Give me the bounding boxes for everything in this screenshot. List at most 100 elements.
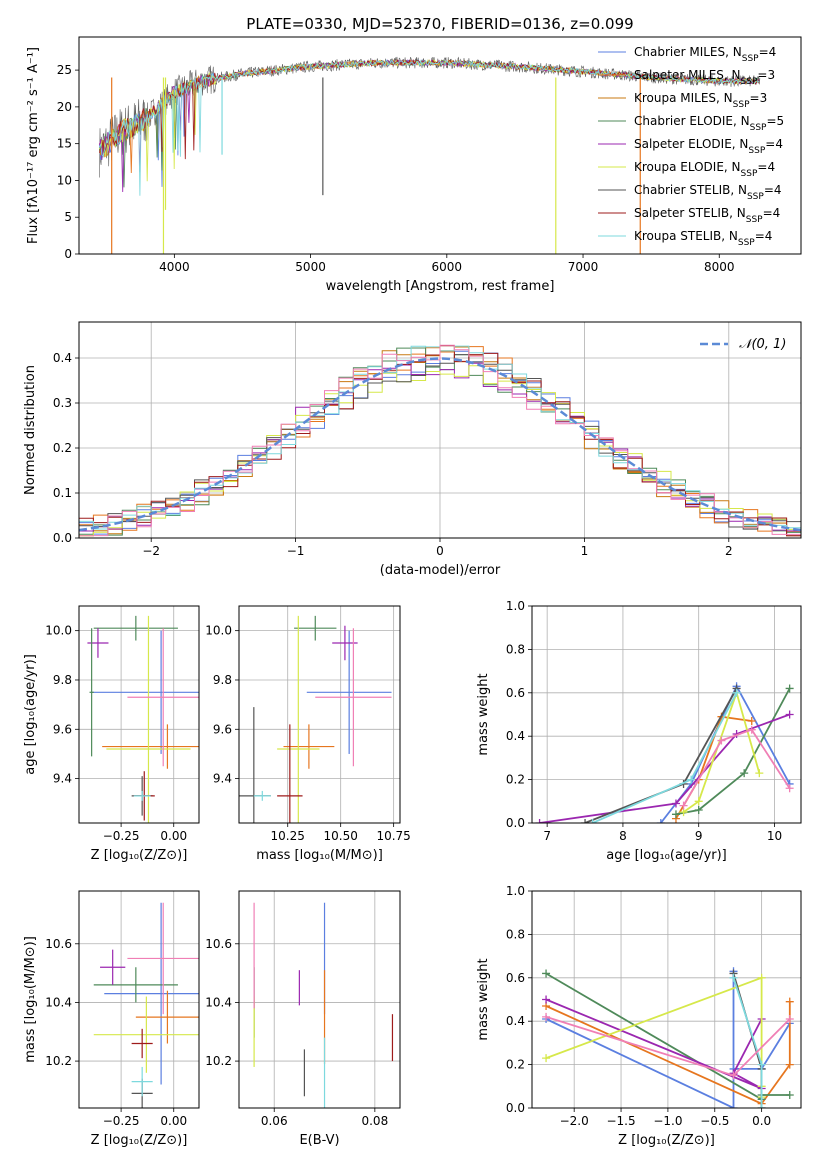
x-tick-label: 1: [581, 544, 589, 558]
x-tick-label: 0.08: [361, 1114, 388, 1128]
x-tick-label: 0.0: [752, 1114, 771, 1128]
x-tick-label: 0.00: [160, 1114, 187, 1128]
x-tick-label: −1: [287, 544, 305, 558]
y-tick-label: 0.0: [506, 1101, 525, 1115]
y-tick-label: 0.6: [506, 686, 525, 700]
weight-marker: [671, 799, 680, 808]
y-tick-label: 0.1: [53, 486, 72, 500]
histogram-line: [79, 344, 801, 537]
z-age-plot-area: [79, 606, 199, 823]
mass-age-xlabel: mass [log₁₀(M/M⊙)]: [256, 848, 383, 863]
z-mass-xlabel: Z [log₁₀(Z/Z⊙)]: [91, 1133, 188, 1148]
weight-line: [545, 998, 763, 1090]
residuals-frame: [78, 321, 802, 539]
residuals-axes: −2 −1 0 1 2 0.0 0.1 0.2 0.3 0.4 (data-model)/error…: [23, 321, 802, 578]
age-weight-data: [535, 682, 794, 823]
z-mass-ylabel: mass [log₁₀(M/M⊙)]: [23, 936, 38, 1063]
spectrum-axes: 4000 5000 6000 7000 8000 0 5 10 15 20 25 wavelength…: [26, 36, 802, 294]
x-tick-label: −0.25: [103, 1114, 140, 1128]
age-weight-frame: [531, 605, 802, 824]
weight-marker: [687, 775, 696, 784]
y-tick-label: 0.0: [53, 531, 72, 545]
weight-marker: [671, 810, 680, 819]
age-weight-xlabel: age [log₁₀(age/yr)]: [606, 848, 727, 863]
weight-marker: [717, 736, 726, 745]
spectrum-frame: [78, 36, 802, 255]
weight-marker: [747, 725, 756, 734]
figure-title: PLATE=0330, MJD=52370, FIBERID=0136, z=0…: [246, 15, 633, 33]
x-tick-label: 4000: [159, 260, 190, 274]
x-tick-label: 7: [543, 829, 551, 843]
weight-line: [545, 1001, 791, 1105]
y-tick-label: 15: [57, 137, 72, 151]
y-tick-label: 25: [57, 63, 72, 77]
x-tick-label: 0.00: [160, 829, 187, 843]
z-mass-axes: −0.25 0.00 10.2 10.4 10.6 Z [log₁₀(Z/Z⊙)] mass…: [23, 890, 200, 1148]
y-tick-label: 10.2: [45, 1054, 72, 1068]
y-tick-label: 5: [64, 210, 72, 224]
z-age-xlabel: Z [log₁₀(Z/Z⊙)]: [91, 848, 188, 863]
weight-marker: [729, 1071, 738, 1080]
z-age-axes: −0.25 0.00 9.4 9.6 9.8 10.0 Z [log₁₀(Z/Z⊙)] age…: [23, 605, 200, 863]
y-tick-label: 10.4: [45, 995, 72, 1009]
x-tick-label: −1.0: [653, 1114, 682, 1128]
legend-label: 𝒩(0, 1): [739, 337, 786, 352]
y-tick-label: 10.2: [205, 1054, 232, 1068]
x-tick-label: −2: [142, 544, 160, 558]
x-tick-label: 8000: [704, 260, 735, 274]
y-tick-label: 0: [64, 247, 72, 261]
age-weight-ylabel: mass weight: [476, 673, 491, 755]
y-tick-label: 0.4: [506, 729, 525, 743]
mass-age-frame: [238, 605, 401, 824]
weight-marker: [542, 1054, 551, 1063]
y-tick-label: 0.0: [506, 816, 525, 830]
age-weight-plot-area: [532, 606, 801, 823]
z-weight-xlabel: Z [log₁₀(Z/Z⊙)]: [618, 1133, 715, 1148]
z-weight-frame: [531, 890, 802, 1109]
z-mass-frame: [78, 890, 200, 1109]
x-tick-label: 9: [695, 829, 703, 843]
residuals-legend: 𝒩(0, 1): [700, 337, 786, 352]
y-tick-label: 10: [57, 173, 72, 187]
spectrum-plot-area: [79, 37, 801, 254]
y-tick-label: 0.3: [53, 396, 72, 410]
x-tick-label: 8: [619, 829, 627, 843]
x-tick-label: −1.5: [606, 1114, 635, 1128]
y-tick-label: 10.6: [205, 937, 232, 951]
mass-age-plot-area: [239, 606, 400, 823]
weight-marker: [755, 769, 764, 778]
weight-marker: [588, 819, 597, 823]
age-weight-axes: 7 8 9 10 0.0 0.2 0.4 0.6 0.8 1.0 age [log₁₀(age/yr…: [476, 599, 802, 863]
weight-marker: [785, 684, 794, 693]
weight-marker: [542, 995, 551, 1004]
ebv-mass-plot-area: [239, 891, 400, 1108]
gaussian-reference: [79, 357, 801, 532]
weight-marker: [729, 1104, 738, 1108]
spectrum-ylabel: Flux [fλ10⁻¹⁷ erg cm⁻² s⁻¹ A⁻¹]: [26, 47, 41, 244]
x-tick-label: 10.50: [324, 829, 358, 843]
y-tick-label: 10.0: [45, 624, 72, 638]
x-tick-label: 0.06: [261, 1114, 288, 1128]
weight-marker: [785, 710, 794, 719]
ebv-mass-xlabel: E(B-V): [299, 1133, 339, 1148]
y-tick-label: 9.8: [53, 673, 72, 687]
y-tick-label: 9.4: [53, 772, 72, 786]
z-weight-axes: −2.0 −1.5 −1.0 −0.5 0.0 0.0 0.2 0.4 0.6 0.8 1.0 Z […: [476, 884, 802, 1148]
weight-marker: [694, 805, 703, 814]
z-weight-data: [542, 967, 794, 1108]
y-tick-label: 0.8: [506, 642, 525, 656]
weight-marker: [747, 717, 756, 726]
y-tick-label: 1.0: [506, 599, 525, 613]
y-tick-label: 0.6: [506, 971, 525, 985]
weight-marker: [757, 1060, 766, 1069]
y-tick-label: 10.0: [205, 624, 232, 638]
spectrum-line: [99, 59, 760, 196]
residuals-ylabel: Normed distribution: [23, 365, 38, 495]
y-tick-label: 0.2: [506, 1058, 525, 1072]
z-age-ylabel: age [log₁₀(age/yr)]: [23, 654, 38, 775]
ebv-mass-frame: [238, 890, 401, 1109]
weight-marker: [542, 1012, 551, 1021]
residuals-xlabel: (data-model)/error: [380, 563, 501, 578]
x-tick-label: 10: [767, 829, 782, 843]
